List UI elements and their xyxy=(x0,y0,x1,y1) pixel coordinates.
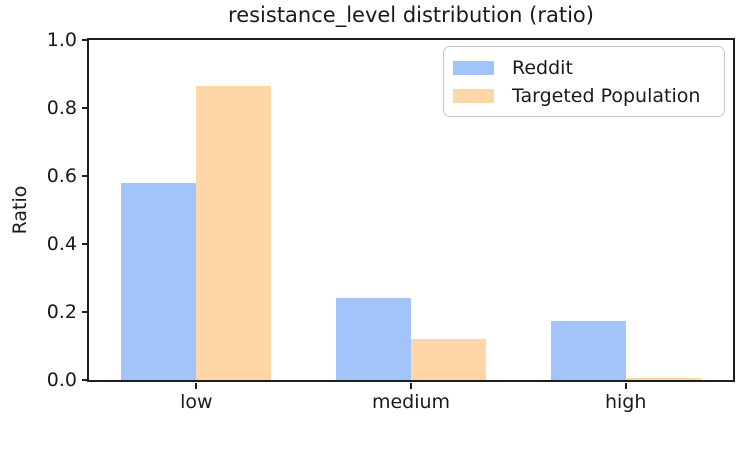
bar-reddit-high xyxy=(550,320,626,380)
y-tick-label: 0.0 xyxy=(46,369,77,391)
bar-reddit-medium xyxy=(335,298,411,380)
legend: Reddit Targeted Population xyxy=(443,46,725,117)
y-tick-label: 0.6 xyxy=(46,165,77,187)
x-tick-label-high: high xyxy=(604,391,647,413)
legend-entry-reddit: Reddit xyxy=(453,54,724,82)
chart-title: resistance_level distribution (ratio) xyxy=(228,3,594,27)
x-tick-mark xyxy=(195,383,198,389)
x-tick-mark xyxy=(624,383,627,389)
y-axis-label: Ratio xyxy=(9,185,31,235)
y-tick-mark xyxy=(82,243,87,245)
y-tick-label: 0.8 xyxy=(46,97,77,119)
y-tick-label: 0.4 xyxy=(46,233,77,255)
bar-reddit-low xyxy=(121,182,197,380)
y-tick-mark xyxy=(82,107,87,109)
bar-targeted-population-medium xyxy=(411,339,487,380)
legend-label-reddit: Reddit xyxy=(512,57,573,79)
y-tick-mark xyxy=(82,175,87,177)
legend-label-targeted-population: Targeted Population xyxy=(512,85,701,107)
legend-swatch-reddit xyxy=(453,61,494,75)
bar-targeted-population-high xyxy=(625,378,701,380)
y-tick-label: 1.0 xyxy=(46,29,77,51)
y-tick-mark xyxy=(82,379,87,381)
y-tick-mark xyxy=(82,39,87,41)
x-tick-label-medium: medium xyxy=(371,391,451,413)
bars-layer xyxy=(89,40,733,380)
y-tick-mark xyxy=(82,311,87,313)
plot-area: 0.0 0.2 0.4 0.6 0.8 1.0 low medium high Reddit … xyxy=(47,29,735,413)
x-tick-mark xyxy=(410,383,412,389)
legend-swatch-targeted-population xyxy=(453,89,494,103)
x-tick-label-low: low xyxy=(180,391,213,413)
bar-targeted-population-low xyxy=(196,85,272,380)
legend-entry-targeted-population: Targeted Population xyxy=(453,82,724,110)
y-tick-label: 0.2 xyxy=(46,301,77,323)
